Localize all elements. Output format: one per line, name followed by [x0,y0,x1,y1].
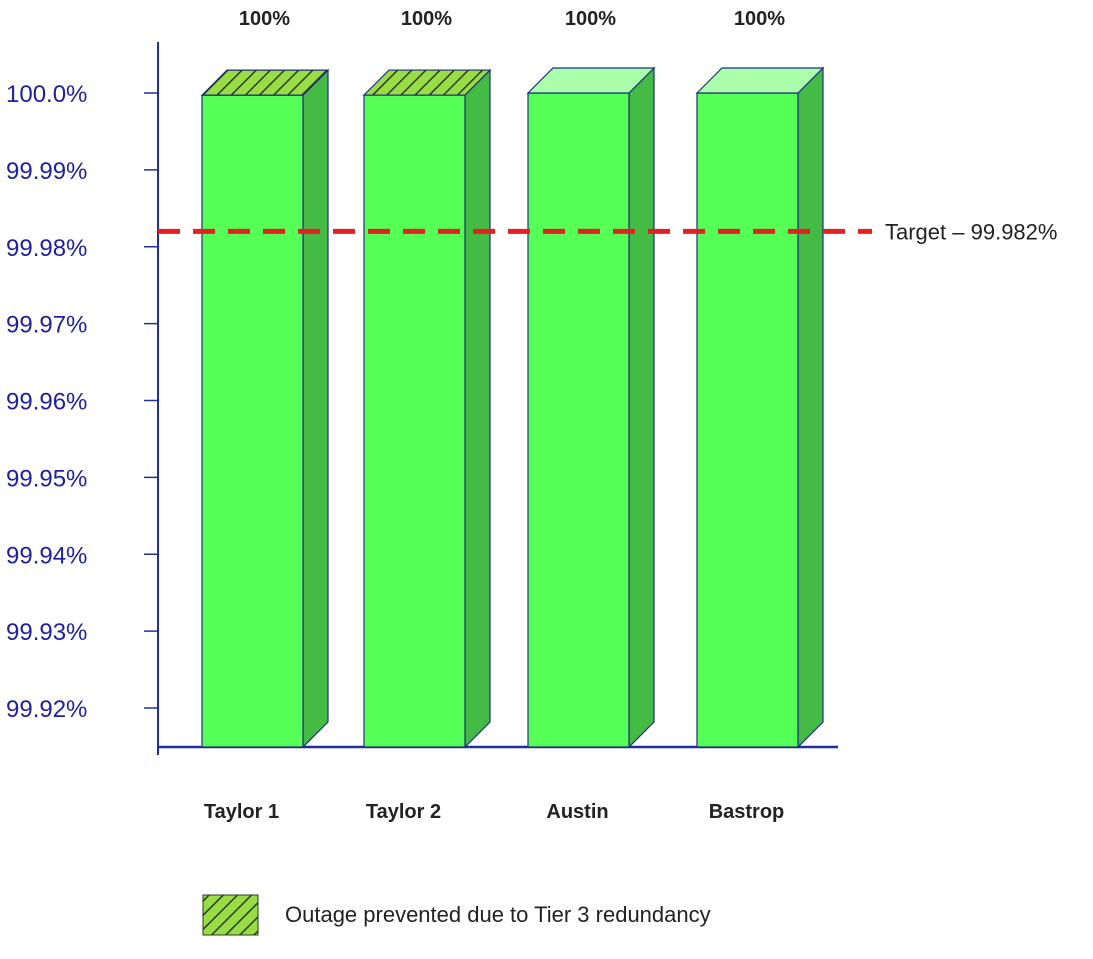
y-tick-label: 99.98% [6,235,87,262]
category-label: Taylor 1 [204,801,279,823]
bars [200,66,825,749]
y-tick-label: 99.94% [6,542,87,569]
bar-side [464,68,491,749]
bar-taylor-2 [362,68,492,749]
y-tick-label: 99.97% [6,312,87,339]
category-label: Bastrop [709,801,785,823]
y-tick-label: 99.99% [6,158,87,185]
bar-bastrop [695,66,825,749]
data-label: 100% [734,8,785,30]
bar-top-hatched [362,69,492,96]
legend-label: Outage prevented due to Tier 3 redundanc… [285,902,711,927]
y-axis: 100.0% 99.99% 99.98% 99.97% 99.96% 99.95% 99.9… [6,42,159,755]
data-label: 100% [401,8,452,30]
bar-side [797,66,824,749]
bar-top-hatched [200,69,330,96]
category-label: Austin [546,801,608,823]
bar [363,94,466,748]
category-labels: 100% Taylor 1 100% Taylor 2 100% Austin 100% Ba… [204,8,785,823]
legend-hatch-icon [202,894,259,936]
bar [696,92,799,748]
bar [201,94,304,748]
bar-taylor-1 [200,68,330,749]
bar [527,92,630,748]
bar-side [628,66,655,749]
category-label: Taylor 2 [366,801,441,823]
bar-side [302,68,329,749]
data-label: 100% [239,8,290,30]
bar-top [695,67,825,94]
bar-top [526,67,656,94]
data-label: 100% [565,8,616,30]
y-tick-label: 99.92% [6,696,87,723]
y-tick-label: 99.95% [6,465,87,492]
legend: Outage prevented due to Tier 3 redundanc… [202,894,711,936]
y-tick-label: 99.96% [6,389,87,416]
target-label: Target – 99.982% [885,219,1057,244]
target-line-group: Target – 99.982% [158,219,1057,244]
y-tick-label: 99.93% [6,619,87,646]
y-tick-label: 100.0% [6,81,87,108]
bar-austin [526,66,656,749]
